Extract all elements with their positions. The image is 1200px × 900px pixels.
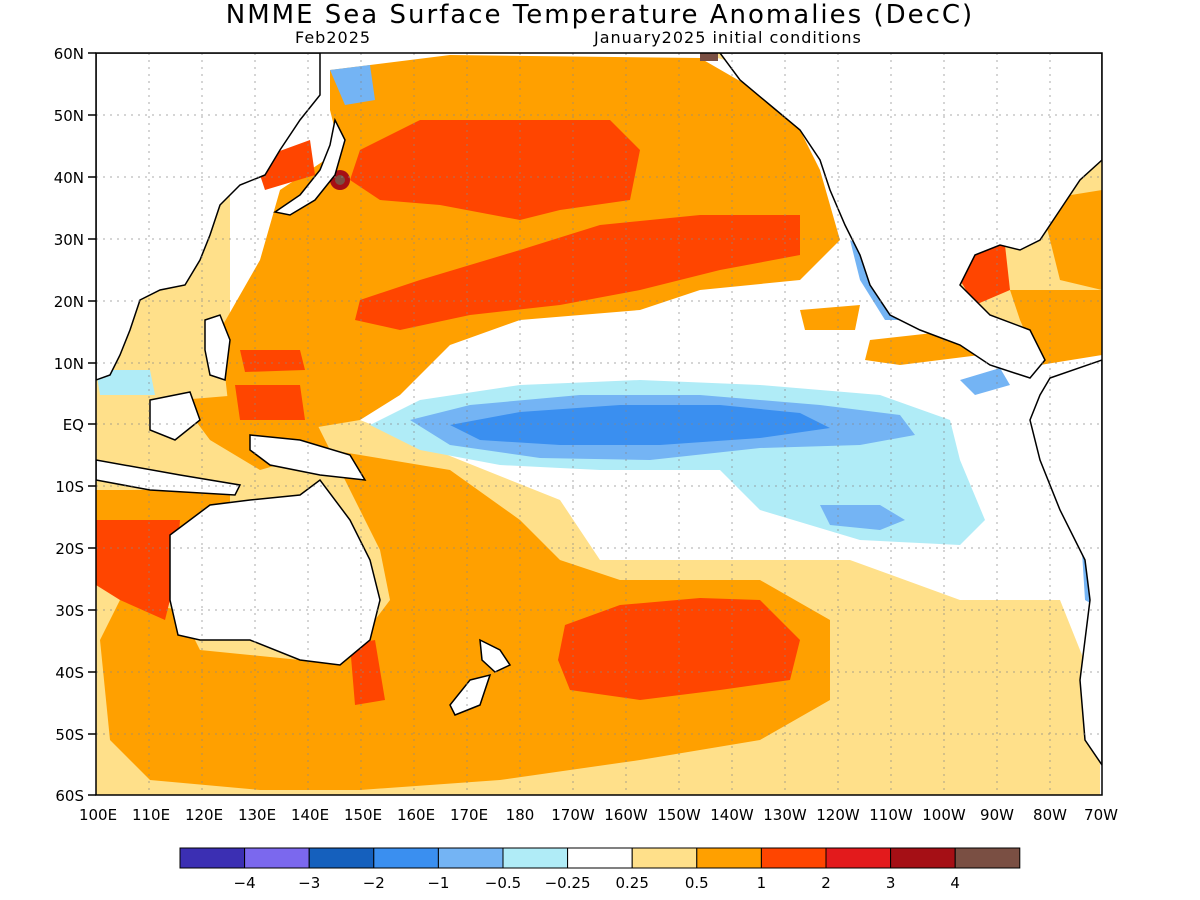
anomaly-field xyxy=(96,53,1102,795)
lat-label: 50S xyxy=(55,726,84,744)
forecast-month: Feb2025 xyxy=(295,28,372,47)
colorbar-label: −1 xyxy=(427,874,449,892)
colorbar-label: −0.5 xyxy=(485,874,521,892)
colorbar-swatch xyxy=(502,847,569,869)
lon-label: 110E xyxy=(132,806,170,824)
lon-label: 90W xyxy=(980,806,1014,824)
colorbar-label: −0.25 xyxy=(545,874,591,892)
lon-label: 120E xyxy=(185,806,223,824)
colorbar-label: −2 xyxy=(363,874,385,892)
colorbar-swatch xyxy=(244,847,310,869)
lon-label: 140W xyxy=(710,806,754,824)
colorbar-swatch xyxy=(308,847,375,869)
lon-label: 70W xyxy=(1084,806,1118,824)
colorbar-label: 3 xyxy=(886,874,896,892)
lon-label: 160W xyxy=(604,806,648,824)
coastlines xyxy=(96,53,1102,767)
colorbar-label: 1 xyxy=(757,874,767,892)
map-title: NMME Sea Surface Temperature Anomalies (… xyxy=(225,0,975,30)
lat-label: 40N xyxy=(54,169,84,187)
colorbar-label: 0.25 xyxy=(615,874,648,892)
colorbar-swatch xyxy=(373,847,439,869)
lon-label: 120W xyxy=(816,806,860,824)
lon-label: 170W xyxy=(551,806,595,824)
colorbar-label: −4 xyxy=(234,874,256,892)
lat-label: 20S xyxy=(55,540,84,558)
colorbar-label: 2 xyxy=(821,874,831,892)
lat-label: 10N xyxy=(54,355,84,373)
latitude-labels: 60N 50N 40N 30N 20N 10N EQ 10S 20S 30S 4… xyxy=(54,45,84,805)
colorbar-swatch xyxy=(631,847,698,869)
lat-label: EQ xyxy=(63,416,84,434)
lon-label: 180 xyxy=(506,806,535,824)
lat-label: 30N xyxy=(54,231,84,249)
colorbar-swatch xyxy=(437,847,504,869)
colorbar-swatch xyxy=(696,847,762,869)
longitude-labels: 100E 110E 120E 130E 140E 150E 160E 170E … xyxy=(79,806,1118,824)
colorbar-swatch xyxy=(825,847,892,869)
initial-conditions: January2025 initial conditions xyxy=(594,28,862,47)
colorbar-label: 4 xyxy=(950,874,960,892)
lon-label: 140E xyxy=(291,806,329,824)
lon-label: 100W xyxy=(922,806,966,824)
lat-label: 60S xyxy=(55,787,84,805)
colorbar-label: −3 xyxy=(298,874,320,892)
colorbar-swatch xyxy=(890,847,956,869)
lon-label: 80W xyxy=(1033,806,1067,824)
lon-label: 150E xyxy=(344,806,382,824)
colorbar-swatch xyxy=(760,847,827,869)
lon-label: 150W xyxy=(657,806,701,824)
lon-label: 100E xyxy=(79,806,117,824)
lat-label: 20N xyxy=(54,293,84,311)
lat-label: 50N xyxy=(54,107,84,125)
colorbar-swatch xyxy=(954,847,1021,869)
lon-label: 110W xyxy=(869,806,913,824)
colorbar: −4 −3 −2 −1 −0.5 −0.25 0.25 0.5 1 2 3 4 xyxy=(179,847,1021,892)
colorbar-swatch xyxy=(179,847,246,869)
lat-label: 40S xyxy=(55,664,84,682)
lat-label: 10S xyxy=(55,478,84,496)
lon-label: 130W xyxy=(763,806,807,824)
lon-label: 160E xyxy=(397,806,435,824)
lon-label: 130E xyxy=(238,806,276,824)
frame-ticks xyxy=(88,52,96,796)
lon-label: 170E xyxy=(450,806,488,824)
lat-label: 30S xyxy=(55,602,84,620)
colorbar-label: 0.5 xyxy=(685,874,709,892)
colorbar-swatch xyxy=(567,847,633,869)
graticule xyxy=(96,53,1102,795)
lat-label: 60N xyxy=(54,45,84,63)
